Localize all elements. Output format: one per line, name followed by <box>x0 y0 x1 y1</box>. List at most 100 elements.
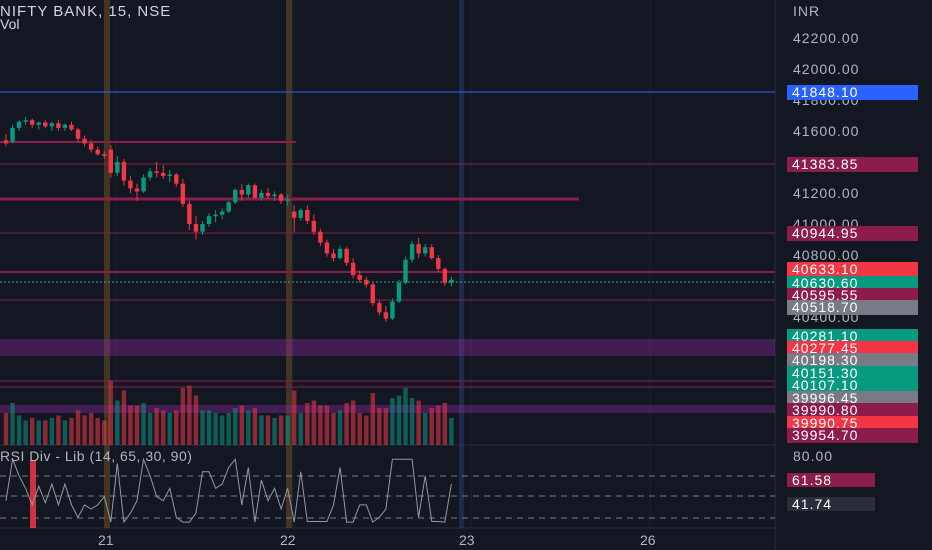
candle-body <box>292 211 297 218</box>
candle-body <box>226 202 231 212</box>
candle-body <box>200 224 205 232</box>
candle-body <box>121 162 127 181</box>
volume-bar <box>252 408 258 445</box>
rsi-indicator-title[interactable]: RSI Div - Lib (14, 65, 30, 90) <box>0 448 193 464</box>
candle-body <box>193 224 199 232</box>
candle-body <box>337 248 343 259</box>
candle-body <box>449 279 454 283</box>
volume-bar <box>134 405 140 445</box>
volume-bar <box>193 395 199 445</box>
rsi-line <box>5 457 452 524</box>
time-label-26: 26 <box>640 532 656 548</box>
volume-bar <box>350 400 356 445</box>
price-level-tag: 40518.70 <box>787 300 918 315</box>
price-level-tag: 39990.75 <box>787 416 918 431</box>
volume-bar <box>10 403 15 445</box>
volume-bar <box>75 410 81 445</box>
symbol-title[interactable]: NIFTY BANK, 15, NSE <box>0 3 172 20</box>
rsi-axis-tick: 80.00 <box>793 448 834 464</box>
volume-bar <box>102 420 107 445</box>
volume-bar <box>292 390 297 445</box>
candle-body <box>115 162 120 173</box>
volume-bar <box>187 385 192 445</box>
price-level-tag: 39990.80 <box>787 403 918 418</box>
volume-bar <box>69 418 74 445</box>
volume-bar <box>383 408 389 445</box>
volume-bar <box>180 388 186 445</box>
volume-bar <box>324 405 330 445</box>
volume-bar <box>449 418 454 445</box>
volume-bar <box>219 415 225 445</box>
candle-body <box>3 140 9 144</box>
volume-bar <box>429 408 434 445</box>
candle-body <box>383 312 389 319</box>
volume-bar <box>147 413 153 445</box>
price-tick: 41600.00 <box>793 123 860 139</box>
candle-body <box>75 129 81 139</box>
candle-body <box>161 172 166 176</box>
candle-body <box>350 262 356 276</box>
volume-bar <box>43 420 48 445</box>
candle-body <box>108 149 113 173</box>
price-tick: 42000.00 <box>793 61 860 77</box>
candle-body <box>423 247 428 254</box>
volume-bar <box>95 418 100 445</box>
candle-body <box>396 282 402 302</box>
candle-body <box>95 149 100 155</box>
candle-body <box>239 189 244 195</box>
volume-bar <box>331 413 336 445</box>
candle-body <box>180 183 186 204</box>
volume-bar <box>121 390 127 445</box>
price-level-tag: 40630.60 <box>787 276 918 291</box>
candle-body <box>331 253 336 259</box>
session-band <box>104 0 110 528</box>
volume-bar <box>16 415 22 445</box>
candle-body <box>174 174 179 184</box>
price-tick: 41200.00 <box>793 185 860 201</box>
volume-bar <box>364 415 369 445</box>
volume-bar <box>442 403 448 445</box>
volume-bar <box>272 418 277 445</box>
session-band <box>459 0 464 528</box>
volume-bar <box>390 398 395 445</box>
volume-bar <box>403 388 408 445</box>
volume-bar <box>357 413 362 445</box>
volume-bar <box>344 403 349 445</box>
volume-bar <box>278 415 284 445</box>
price-level-tag: 41848.10 <box>787 85 918 100</box>
candle-body <box>62 124 68 128</box>
time-label-22: 22 <box>280 532 296 548</box>
candle-body <box>49 123 55 127</box>
candle-body <box>259 193 264 198</box>
candle-body <box>69 124 74 130</box>
volume-bar <box>436 405 441 445</box>
candle-body <box>318 231 323 243</box>
volume-bar <box>298 413 303 445</box>
candle-body <box>16 121 22 128</box>
volume-bar <box>265 415 271 445</box>
candle-body <box>377 303 382 313</box>
volume-bar <box>370 393 375 445</box>
candle-body <box>56 123 61 128</box>
candle-body <box>416 244 421 254</box>
currency-label: INR <box>793 3 821 19</box>
price-tick: 40800.00 <box>793 247 860 263</box>
candle-body <box>82 138 87 144</box>
candle-body <box>298 210 303 218</box>
volume-bar <box>174 410 179 445</box>
volume-label[interactable]: Vol <box>0 16 20 32</box>
volume-bar <box>3 413 9 445</box>
price-level-tag: 40633.10 <box>787 262 918 277</box>
volume-bar <box>337 410 343 445</box>
candle-body <box>429 247 434 259</box>
price-level-tag: 40151.30 <box>787 366 918 381</box>
volume-bar <box>154 408 159 445</box>
volume-bar <box>36 420 41 445</box>
candle-body <box>265 193 271 197</box>
price-level-tag: 40107.10 <box>787 378 918 393</box>
volume-bar <box>318 405 323 445</box>
volume-bar <box>62 420 68 445</box>
candle-body <box>219 211 225 215</box>
volume-bar <box>206 410 212 445</box>
